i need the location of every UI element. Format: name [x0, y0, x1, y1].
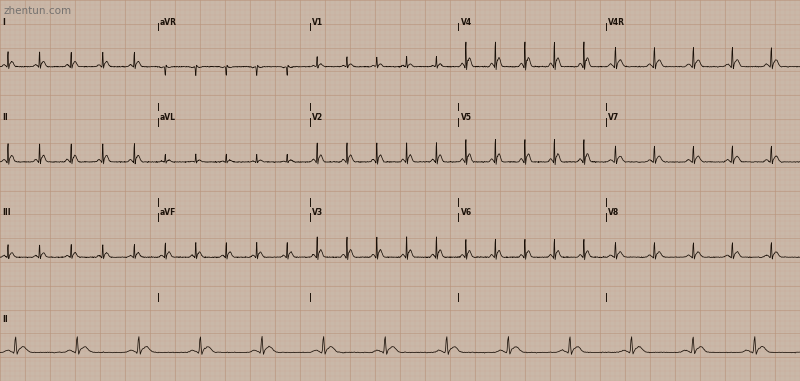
Text: III: III	[2, 208, 11, 217]
Text: V5: V5	[461, 113, 472, 122]
Text: II: II	[2, 315, 8, 324]
Text: V2: V2	[312, 113, 323, 122]
Text: I: I	[2, 18, 6, 27]
Text: aVL: aVL	[160, 113, 176, 122]
Text: aVR: aVR	[160, 18, 177, 27]
Text: V4: V4	[461, 18, 472, 27]
Text: V1: V1	[312, 18, 323, 27]
Text: zhentun.com: zhentun.com	[3, 6, 71, 16]
Text: aVF: aVF	[160, 208, 176, 217]
Text: V7: V7	[608, 113, 619, 122]
Text: V4R: V4R	[608, 18, 625, 27]
Text: V8: V8	[608, 208, 619, 217]
Text: V3: V3	[312, 208, 323, 217]
Text: V6: V6	[461, 208, 472, 217]
Text: II: II	[2, 113, 8, 122]
